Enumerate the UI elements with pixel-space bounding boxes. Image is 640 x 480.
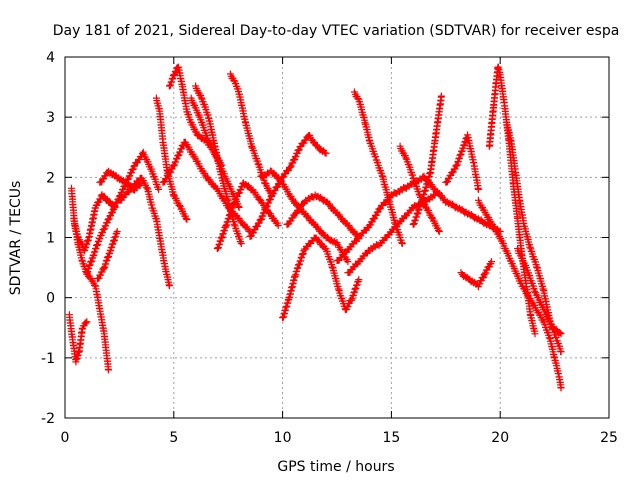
y-tick-label: -2 [41, 411, 55, 427]
series-markers [442, 131, 482, 193]
series-arc1 [65, 311, 91, 366]
x-tick-label: 15 [382, 430, 400, 446]
y-axis-label: SDTVAR / TECUs [8, 181, 24, 296]
series-markers [333, 173, 428, 264]
series-arc18 [283, 191, 363, 241]
series-arc22 [396, 142, 443, 235]
series-arc29 [474, 196, 565, 392]
series-arc25 [442, 131, 482, 193]
series-arc26 [457, 258, 495, 291]
y-tick-label: -1 [41, 351, 55, 367]
x-tick-label: 5 [169, 430, 178, 446]
series-markers [457, 258, 495, 291]
series-arc20 [333, 173, 428, 264]
series-arc7 [115, 174, 173, 290]
x-tick-label: 0 [61, 430, 70, 446]
series-markers [283, 191, 363, 241]
series-arc30 [514, 245, 565, 338]
series-arc3 [70, 191, 119, 255]
series-markers [396, 142, 443, 235]
series-markers [514, 245, 565, 338]
series-markers [503, 118, 565, 356]
x-axis-label: GPS time / hours [277, 459, 394, 475]
series-arc13 [226, 70, 276, 199]
y-tick-label: 4 [46, 50, 55, 66]
x-tick-label: 10 [274, 430, 292, 446]
series-arc4 [83, 148, 163, 277]
series-markers [70, 191, 119, 255]
series-arc17 [279, 234, 363, 322]
series-arc14 [213, 179, 282, 252]
series-markers [474, 196, 565, 392]
series-markers [226, 70, 276, 199]
x-tick-label: 20 [491, 430, 509, 446]
y-tick-label: 2 [46, 170, 55, 186]
y-tick-label: 1 [46, 231, 55, 247]
series-markers [83, 148, 163, 277]
x-tick-label: 25 [600, 430, 618, 446]
series-markers [152, 94, 191, 223]
series-arc28 [503, 118, 565, 356]
data-points [65, 63, 565, 392]
axis-ticks: 0 5 10 15 20 25 -2 -1 0 1 2 3 4 [41, 50, 618, 446]
series-arc8 [152, 94, 191, 223]
series-markers [115, 174, 173, 290]
series-markers [94, 228, 121, 283]
y-tick-label: 3 [46, 110, 55, 126]
series-markers [213, 179, 282, 252]
series-arc5 [94, 228, 121, 283]
series-markers [65, 311, 91, 366]
series-markers [279, 234, 363, 322]
y-tick-label: 0 [46, 291, 55, 307]
chart-title: Day 181 of 2021, Sidereal Day-to-day VTE… [53, 23, 620, 39]
